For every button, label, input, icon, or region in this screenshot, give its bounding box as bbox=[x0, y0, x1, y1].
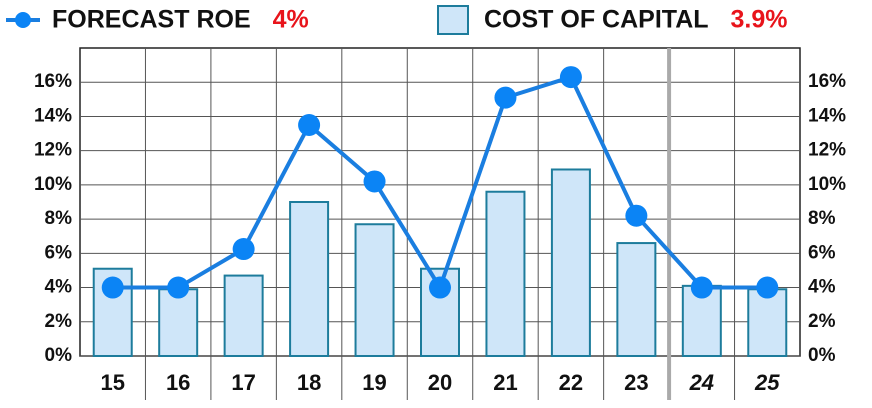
legend-value: 3.9% bbox=[731, 6, 788, 34]
y-tick-label: 14% bbox=[34, 105, 72, 126]
x-tick-label: 15 bbox=[100, 370, 124, 395]
legend-swatch bbox=[437, 5, 469, 35]
bar bbox=[158, 288, 199, 357]
y2-tick-label: 16% bbox=[808, 71, 846, 92]
marker bbox=[559, 66, 582, 89]
x-tick-label: 23 bbox=[624, 370, 648, 395]
y-tick-label: 8% bbox=[45, 208, 73, 229]
y2-tick-label: 0% bbox=[808, 345, 836, 366]
x-tick-label: 24 bbox=[689, 370, 714, 395]
x-tick-label: 17 bbox=[231, 370, 255, 395]
y2-tick-label: 4% bbox=[808, 277, 836, 298]
y-tick-label: 16% bbox=[34, 71, 72, 92]
bar bbox=[289, 201, 330, 357]
y2-tick-label: 12% bbox=[808, 140, 846, 161]
y2-tick-label: 10% bbox=[808, 174, 846, 195]
legend-value: 4% bbox=[273, 6, 309, 34]
legend-swatch bbox=[15, 12, 31, 28]
y-tick-label: 10% bbox=[34, 174, 72, 195]
y-tick-label: 6% bbox=[45, 242, 73, 263]
y-tick-label: 4% bbox=[45, 277, 73, 298]
x-tick-label: 18 bbox=[297, 370, 321, 395]
y2-tick-label: 2% bbox=[808, 311, 836, 332]
legend-label: FORECAST ROE bbox=[52, 6, 251, 34]
bar bbox=[616, 242, 657, 357]
bar bbox=[747, 288, 788, 357]
legend-label: COST OF CAPITAL bbox=[484, 6, 709, 34]
marker bbox=[625, 204, 648, 227]
bar bbox=[223, 274, 264, 358]
x-tick-label: 21 bbox=[493, 370, 517, 395]
y2-tick-label: 6% bbox=[808, 242, 836, 263]
marker bbox=[494, 86, 517, 109]
marker bbox=[298, 114, 321, 136]
y-tick-label: 0% bbox=[45, 345, 73, 366]
x-tick-label: 20 bbox=[428, 370, 452, 395]
bar bbox=[550, 168, 591, 357]
marker bbox=[756, 276, 779, 299]
y-tick-label: 2% bbox=[45, 311, 73, 332]
x-tick-label: 25 bbox=[754, 370, 780, 395]
marker bbox=[101, 276, 124, 299]
y2-tick-label: 8% bbox=[808, 208, 836, 229]
marker bbox=[232, 238, 255, 261]
marker bbox=[429, 276, 451, 299]
x-tick-label: 19 bbox=[362, 370, 386, 395]
marker bbox=[363, 170, 386, 193]
y-tick-label: 12% bbox=[34, 140, 72, 161]
bar bbox=[485, 190, 526, 357]
marker bbox=[167, 276, 190, 299]
x-tick-label: 16 bbox=[166, 370, 190, 395]
marker bbox=[690, 276, 713, 299]
bar bbox=[354, 223, 395, 357]
x-tick-label: 22 bbox=[559, 370, 583, 395]
y2-tick-label: 14% bbox=[808, 105, 846, 126]
